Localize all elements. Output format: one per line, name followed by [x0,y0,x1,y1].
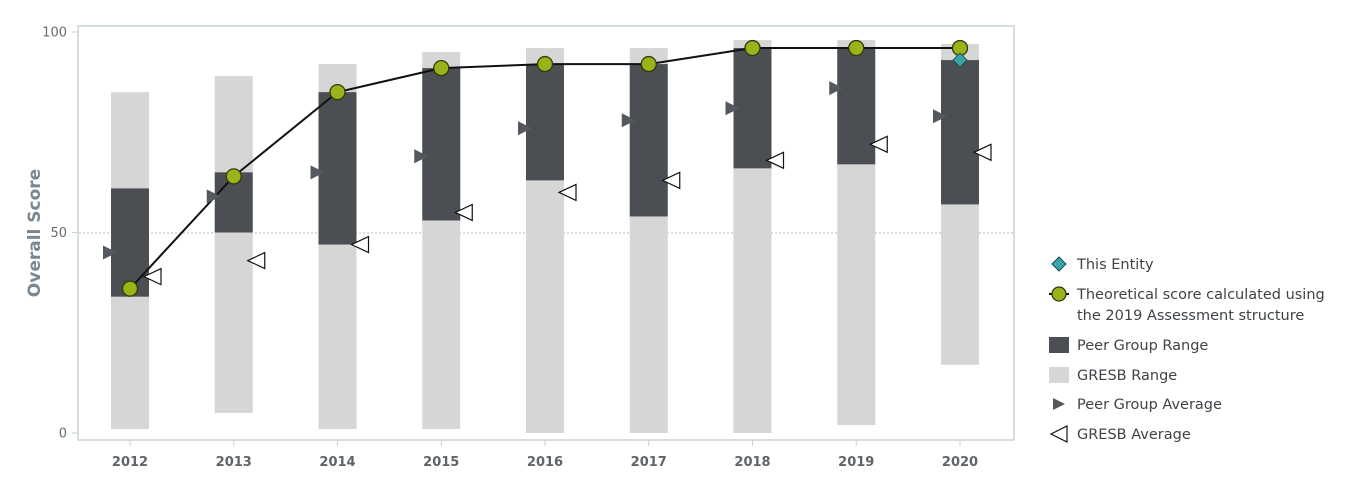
legend-item-gresb-average: GRESB Average [1049,425,1191,443]
peer-group-average-marker [933,109,947,124]
x-tick-label: 2019 [838,455,874,470]
peer-group-average-marker [518,121,532,136]
legend-item-this-entity: This Entity [1051,256,1154,273]
legend-swatch-peer-group-range [1049,337,1069,353]
legend-swatch-this-entity [1051,256,1067,272]
peer-group-average-marker [414,149,429,164]
gresb-average-marker [972,143,992,162]
legend-item-theoretical-score: Theoretical score calculated using the 20… [1049,286,1325,324]
peer-group-range-bar [526,64,564,181]
y-tick-label: 0 [59,427,67,442]
theoretical-score-point [744,39,761,57]
legend-label: Peer Group Average [1077,397,1222,413]
peer-group-range-bar [629,64,668,217]
gresb-average-marker [765,151,785,170]
x-tick-label: 2015 [423,455,459,470]
legend-swatch-peer-group-average [1053,398,1065,410]
legend-swatch-gresb-range [1049,367,1069,383]
markers [103,39,992,297]
x-tick-label: 2012 [112,455,148,470]
peer-group-range-bar [422,68,461,221]
peer-group-range-bar [941,60,979,205]
theoretical-score-point [848,39,865,57]
gresb-average-marker [142,267,162,286]
gresb-average-marker [661,171,681,190]
legend-label: GRESB Range [1077,368,1177,384]
x-tick-label: 2017 [631,455,667,470]
peer-group-average-marker [310,165,325,180]
peer-group-average-marker [206,189,221,204]
legend-label: Peer Group Range [1077,338,1208,354]
peer-group-range-bar [318,92,357,245]
peer-group-average-marker [103,245,117,260]
x-tick-label: 2013 [216,455,252,470]
bars [111,40,979,434]
legend-label: Theoretical score calculated using [1076,287,1325,303]
gresb-average-marker [868,135,888,154]
theoretical-score-point [225,168,242,185]
peer-group-average-marker [725,101,740,116]
gresb-average-marker [557,183,577,202]
x-tick-label: 2018 [734,455,770,470]
theoretical-score-point [121,280,139,297]
x-tick-label: 2014 [319,455,355,470]
legend-label: GRESB Average [1077,427,1191,443]
gresb-range-bar [214,76,253,413]
x-tick-label: 2016 [527,455,563,470]
theoretical-score-point [640,55,657,73]
theoretical-score-point [433,59,450,77]
y-axis-label: Overall Score [25,169,45,297]
theoretical-score-point [536,55,554,73]
peer-group-range-bar [733,48,772,169]
legend-swatch-gresb-average [1049,425,1068,443]
legend-swatch-theoretical-score [1051,286,1067,302]
y-axis: 0 50 100 [42,26,78,442]
y-tick-label: 50 [50,226,67,241]
gresb-average-marker [350,235,370,254]
peer-group-range-bar [837,48,876,165]
peer-group-range-bar [111,188,149,297]
y-tick-label: 100 [42,26,67,41]
gresb-average-marker [246,251,266,270]
legend-item-peer-group-range: Peer Group Range [1049,337,1208,354]
x-tick-label: 2020 [942,455,978,470]
legend: This Entity Theoretical score calculated … [1049,256,1325,443]
peer-group-average-marker [621,113,636,128]
legend-item-gresb-range: GRESB Range [1049,367,1177,384]
gresb-average-marker [453,203,473,222]
this-entity-point [952,52,968,68]
legend-label-line2: the 2019 Assessment structure [1077,308,1304,324]
legend-label: This Entity [1076,257,1154,273]
theoretical-score-point [329,84,346,101]
x-axis: 2012 2013 2014 2015 2016 2017 2018 2019 2020 [112,440,978,470]
legend-item-peer-group-average: Peer Group Average [1053,397,1222,413]
peer-group-average-marker [829,81,844,96]
